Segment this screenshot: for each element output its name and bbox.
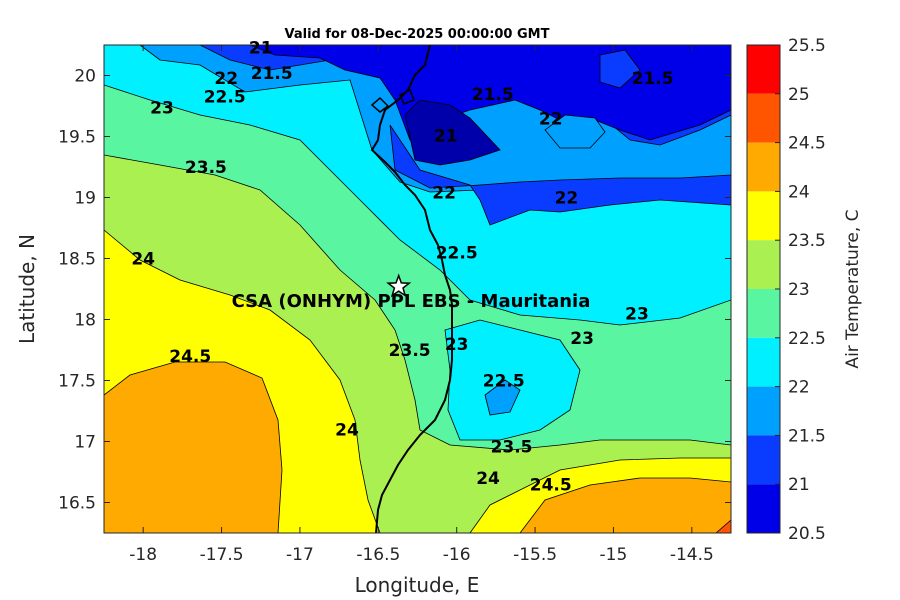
y-tick-label: 17.5: [58, 372, 96, 392]
y-tick-label: 16.5: [58, 494, 96, 514]
x-axis-label: Longitude, E: [355, 573, 480, 597]
contour-label: 21.5: [251, 64, 293, 84]
y-tick-label: 19: [74, 189, 96, 209]
colorbar-tick-label: 20.5: [788, 524, 826, 544]
colorbar-segment: [747, 386, 780, 436]
y-tick-label: 20: [74, 67, 96, 87]
site-marker: [386, 273, 412, 298]
contour-label: 22.5: [204, 87, 246, 107]
contour-label: 24: [131, 250, 155, 270]
contour-label: 24: [476, 469, 500, 489]
colorbar-tick-label: 23.5: [788, 231, 826, 251]
contour-label: 23.5: [185, 158, 227, 178]
colorbar-segment: [747, 337, 780, 387]
fill-22-lobe: [484, 379, 521, 416]
fill-24-5-south: [519, 477, 731, 533]
colorbar-tick-label: 25: [788, 85, 810, 105]
colorbar-tick-label: 22: [788, 378, 810, 398]
colorbar-segment: [747, 435, 780, 485]
coastline: [370, 45, 453, 533]
x-tick-label: -18: [129, 545, 157, 565]
contour-field: [104, 45, 731, 533]
fill-22-5-lobe: [444, 319, 581, 441]
contour-label: 24.5: [530, 475, 572, 495]
contour-label: 23: [570, 329, 594, 349]
fill-20-5-pocket: [404, 99, 501, 166]
fill-24-5-west: [104, 361, 283, 533]
figure-title: Valid for 08-Dec-2025 00:00:00 GMT: [285, 27, 550, 42]
contour-label: 22: [555, 189, 579, 209]
contour-label: 22: [432, 184, 456, 204]
contour-label: 24.5: [169, 347, 211, 367]
colorbar-segment: [747, 240, 780, 289]
contour-label: 21: [434, 126, 458, 146]
colorbar-label: Air Temperature, C: [843, 209, 863, 368]
x-axis: -18 -17.5 -17 -16.5 -16 -15.5 -15 -14.5: [129, 45, 714, 565]
y-axis-label: Latitude, N: [15, 234, 39, 344]
coast-island: [370, 88, 415, 113]
y-tick-label: 17: [74, 433, 96, 453]
star-icon: [386, 273, 412, 298]
x-tick-label: -17: [286, 545, 314, 565]
colorbar: 25.5 25 24.5 24 23.5 23 22.5 22 21.5 21 20.5: [746, 36, 826, 544]
colorbar-segment: [747, 142, 780, 192]
y-axis: 20 19.5 19 18.5 18 17.5 17 16.5: [58, 67, 731, 514]
contour-label: 22.5: [436, 244, 478, 264]
contour-label: 23.5: [491, 437, 533, 457]
contour-label: 22.5: [483, 372, 525, 392]
contour-label: 23.5: [389, 341, 431, 361]
x-tick-label: -15: [600, 545, 628, 565]
x-tick-label: -17.5: [200, 545, 244, 565]
x-tick-label: -15.5: [513, 545, 557, 565]
colorbar-tick-label: 24.5: [788, 134, 826, 154]
colorbar-tick-label: 24: [788, 182, 810, 202]
colorbar-segment: [747, 93, 780, 143]
contour-label: 24: [335, 420, 359, 440]
contour-label: 23: [445, 335, 469, 355]
x-tick-label: -14.5: [670, 545, 714, 565]
x-tick-label: -16.5: [356, 545, 400, 565]
colorbar-tick-label: 25.5: [788, 36, 826, 56]
colorbar-tick-label: 23: [788, 280, 810, 300]
colorbar-tick-label: 22.5: [788, 329, 826, 349]
contour-label: 21: [249, 39, 273, 59]
site-label: CSA (ONHYM) PPL EBS - Mauritania: [232, 291, 591, 312]
y-tick-label: 18.5: [58, 250, 96, 270]
y-tick-label: 18: [74, 311, 96, 331]
x-tick-label: -16: [443, 545, 471, 565]
contour-label: 22: [539, 109, 563, 129]
plot-frame: [103, 44, 732, 534]
contour-label: 22: [214, 69, 238, 89]
contour-label: 23: [625, 305, 649, 325]
fill-25-corner: [715, 519, 731, 533]
colorbar-tick-label: 21: [788, 475, 810, 495]
contour-label: 21.5: [472, 85, 514, 105]
fill-21-blob: [599, 49, 641, 89]
colorbar-segment: [747, 289, 780, 338]
contour-label: 23: [150, 98, 174, 118]
colorbar-segment: [747, 191, 780, 241]
colorbar-segment: [747, 45, 780, 94]
colorbar-tick-label: 21.5: [788, 426, 826, 446]
contour-label: 21.5: [632, 69, 674, 89]
fill-22-island: [544, 114, 606, 149]
colorbar-segment: [747, 484, 780, 533]
y-tick-label: 19.5: [58, 128, 96, 148]
